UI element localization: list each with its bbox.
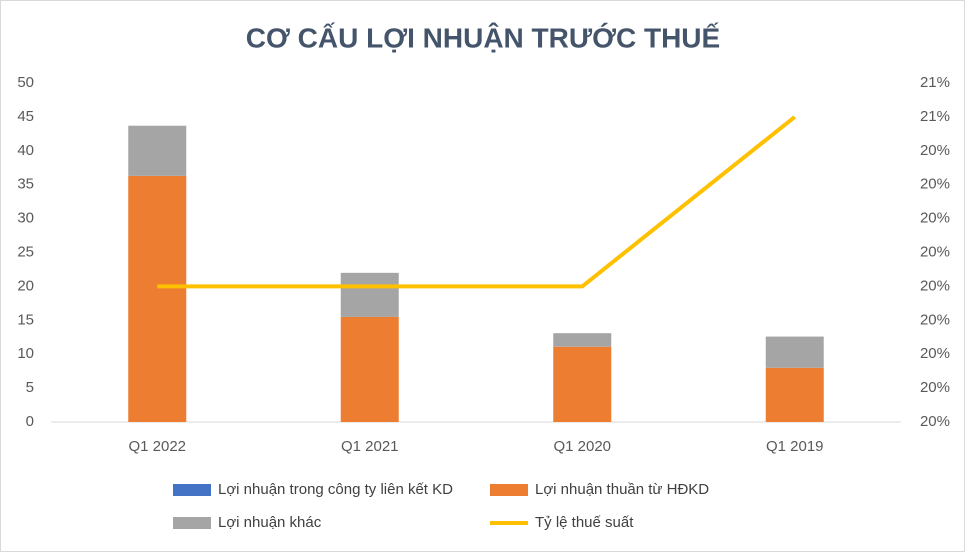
chart-title: CƠ CẤU LỢI NHUẬN TRƯỚC THUẾ	[246, 22, 720, 53]
y-tick-label: 35	[17, 176, 34, 193]
legend-label: Lợi nhuận trong công ty liên kết KD	[218, 481, 453, 498]
y-tick-label: 40	[17, 142, 34, 159]
y2-tick-label: 21%	[920, 108, 950, 125]
y2-tick-label: 20%	[920, 345, 950, 362]
legend: Lợi nhuận trong công ty liên kết KD Lợi n…	[173, 481, 709, 531]
bar	[340, 272, 399, 317]
bar	[765, 336, 824, 368]
x-tick-label: Q1 2020	[553, 438, 611, 455]
y-tick-label: 10	[17, 345, 34, 362]
y-tick-label: 45	[17, 108, 34, 125]
x-tick-label: Q1 2022	[128, 438, 186, 455]
legend-swatch	[173, 484, 211, 496]
x-tick-label: Q1 2019	[766, 438, 824, 455]
bar	[340, 316, 399, 422]
y-tick-label: 0	[26, 413, 34, 430]
y-tick-label: 5	[26, 379, 34, 396]
y2-tick-label: 20%	[920, 277, 950, 294]
bar	[553, 333, 612, 347]
bar	[765, 367, 824, 422]
y2-tick-label: 21%	[920, 74, 950, 91]
x-tick-label: Q1 2021	[341, 438, 399, 455]
y2-tick-label: 20%	[920, 243, 950, 260]
y-tick-label: 25	[17, 243, 34, 260]
y2-tick-label: 20%	[920, 142, 950, 159]
legend-label: Lợi nhuận thuần từ HĐKD	[535, 481, 709, 498]
bar	[553, 346, 612, 422]
y-tick-label: 50	[17, 74, 34, 91]
bar	[128, 175, 187, 422]
y2-tick-label: 20%	[920, 210, 950, 227]
y2-tick-label: 20%	[920, 311, 950, 328]
y-tick-label: 15	[17, 311, 34, 328]
y2-tick-label: 20%	[920, 176, 950, 193]
legend-swatch	[173, 517, 211, 529]
legend-label: Tỷ lệ thuế suất	[535, 514, 634, 531]
line	[157, 115, 796, 289]
bar	[128, 125, 187, 176]
y-tick-label: 20	[17, 277, 34, 294]
y2-tick-label: 20%	[920, 413, 950, 430]
y-tick-label: 30	[17, 210, 34, 227]
legend-swatch	[490, 484, 528, 496]
legend-label: Lợi nhuận khác	[218, 514, 322, 531]
y2-tick-label: 20%	[920, 379, 950, 396]
